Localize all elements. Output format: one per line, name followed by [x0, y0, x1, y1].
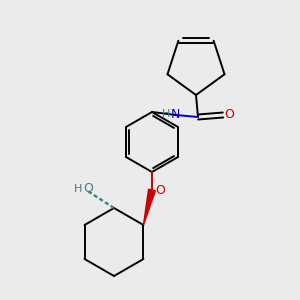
Text: O: O [83, 182, 93, 196]
Text: O: O [224, 109, 234, 122]
Text: N: N [170, 107, 180, 121]
Text: H: H [74, 184, 82, 194]
Text: O: O [155, 184, 165, 197]
Polygon shape [143, 189, 155, 225]
Text: H: H [162, 109, 170, 119]
